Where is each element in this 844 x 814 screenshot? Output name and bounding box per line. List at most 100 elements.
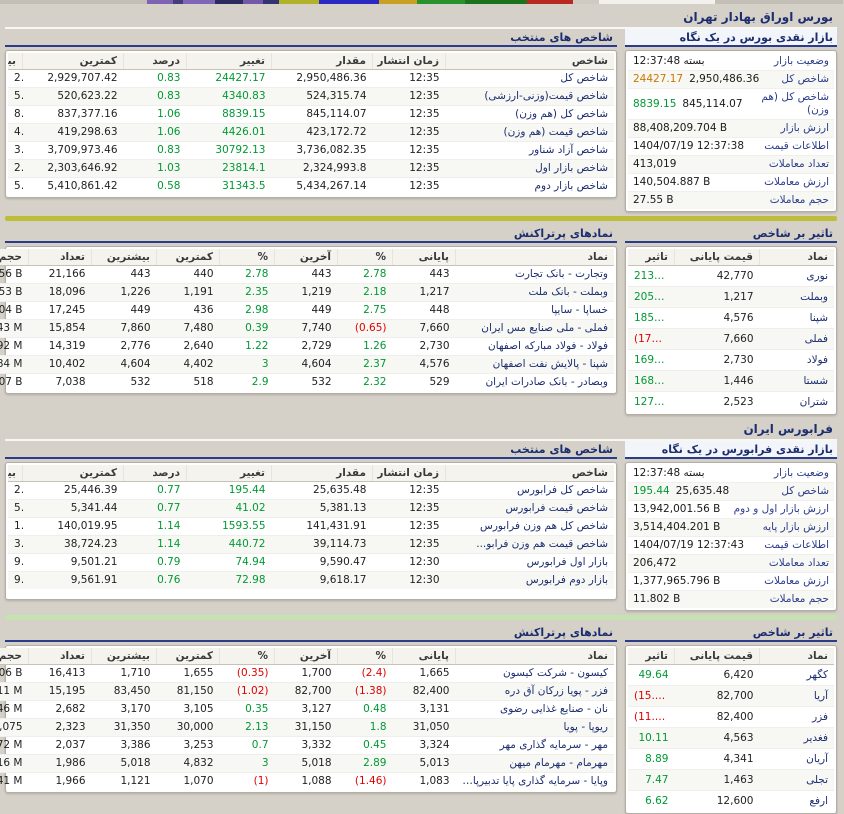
- column-header-4[interactable]: %: [220, 648, 276, 665]
- symbol-cell[interactable]: آریا: [760, 685, 835, 707]
- column-header-6[interactable]: بیشترین: [92, 249, 158, 266]
- column-header-7[interactable]: تعداد: [29, 249, 93, 266]
- overview-row: وضعیت بازار بسته 12:37:48: [629, 53, 835, 71]
- symbol-cell[interactable]: نان - صنایع غذایی رضوی: [456, 700, 615, 719]
- symbol-cell[interactable]: شپنا: [760, 307, 835, 329]
- symbol-cell[interactable]: فولاد: [760, 349, 835, 371]
- column-header-3[interactable]: تغییر: [187, 53, 273, 70]
- column-header-4[interactable]: درصد: [124, 53, 188, 70]
- symbol-cell[interactable]: وبصادر - بانک صادرات ایران: [486, 376, 609, 388]
- column-header-1[interactable]: زمان انتشار: [373, 53, 447, 70]
- symbol-cell[interactable]: فملی: [760, 328, 835, 350]
- column-header-8[interactable]: حجم: [0, 648, 30, 665]
- column-header-6[interactable]: بیشترین: [9, 465, 24, 482]
- column-header-1[interactable]: قیمت پایانی: [675, 249, 761, 266]
- symbol-cell[interactable]: آریان: [760, 748, 835, 770]
- overview-title[interactable]: بازار نقدی بورس در یک نگاه: [626, 29, 838, 47]
- column-header-1[interactable]: پایانی: [393, 249, 457, 266]
- symbol-cell[interactable]: شاخص آزاد شناور: [446, 141, 615, 160]
- column-header-2[interactable]: %: [338, 648, 394, 665]
- symbol-cell[interactable]: شستا: [760, 370, 835, 392]
- symbol-cell[interactable]: کگهر: [760, 664, 835, 686]
- symbol-cell[interactable]: شاخص کل فرابورس: [446, 481, 615, 500]
- column-header-5[interactable]: کمترین: [157, 648, 221, 665]
- page-root: بورس اوراق بهادار تهران بازار نقدی بورس د…: [0, 6, 844, 814]
- symbol-cell[interactable]: کیسون - شرکت کیسون: [456, 664, 615, 683]
- change-cell: (1.38): [338, 682, 394, 701]
- column-header-1[interactable]: زمان انتشار: [373, 465, 447, 482]
- column-header-6[interactable]: بیشترین: [92, 648, 158, 665]
- symbol-cell[interactable]: شاخص بازار دوم: [535, 180, 609, 192]
- symbol-cell[interactable]: فغدیر: [760, 727, 835, 749]
- column-header-1[interactable]: پایانی: [393, 648, 457, 665]
- column-header-3[interactable]: تغییر: [187, 465, 273, 482]
- symbol-cell[interactable]: تجلی: [760, 769, 835, 791]
- column-header-8[interactable]: حجم: [0, 249, 30, 266]
- column-header-2[interactable]: تاثیر: [629, 249, 676, 266]
- indices-title[interactable]: شاخص های منتخب: [6, 29, 618, 47]
- value-cell: 423,172.82: [9, 123, 24, 142]
- symbol-cell[interactable]: بازار اول فرابورس: [446, 553, 615, 572]
- column-header-7[interactable]: تعداد: [29, 648, 93, 665]
- column-header-0[interactable]: شاخص: [446, 465, 615, 482]
- value-cell: 1,070: [184, 775, 215, 787]
- section-title[interactable]: بورس اوراق بهادار تهران: [6, 6, 838, 29]
- column-header-0[interactable]: نماد: [456, 249, 615, 266]
- overview-title[interactable]: بازار نقدی فرابورس در یک نگاه: [626, 441, 838, 459]
- column-header-5[interactable]: کمترین: [157, 249, 221, 266]
- column-header-3[interactable]: آخرین: [275, 249, 339, 266]
- trades-table-head: نمادپایانی%آخرین%کمترینبیشترینتعدادحجمار…: [0, 648, 615, 665]
- symbol-cell[interactable]: شاخص کل: [446, 69, 615, 88]
- column-header-2[interactable]: مقدار: [272, 53, 374, 70]
- symbol-cell[interactable]: نوری: [760, 265, 835, 287]
- column-header-2[interactable]: مقدار: [272, 465, 374, 482]
- symbol-cell[interactable]: وبملت: [760, 286, 835, 308]
- column-header-0[interactable]: نماد: [760, 249, 835, 266]
- symbol-cell[interactable]: شاخص قیمت هم وزن فرابو...: [446, 535, 615, 554]
- symbol-cell[interactable]: وپایا - سرمایه گذاری پایا تدبیرپارسا: [456, 775, 609, 787]
- column-header-2[interactable]: تاثیر: [629, 648, 676, 665]
- column-header-5[interactable]: کمترین: [23, 53, 125, 70]
- column-header-0[interactable]: نماد: [456, 648, 615, 665]
- symbol-cell[interactable]: خساپا - سایپا: [456, 301, 615, 320]
- symbol-cell[interactable]: فولاد - فولاد مبارکه اصفهان: [456, 337, 615, 356]
- impact-title[interactable]: تاثیر بر شاخص: [626, 624, 838, 642]
- symbol-cell[interactable]: شاخص بازار اول: [446, 159, 615, 178]
- column-header-1[interactable]: قیمت پایانی: [675, 648, 761, 665]
- change-cell: 0.83: [124, 69, 188, 88]
- symbol-cell[interactable]: وبملت - بانک ملت: [456, 283, 615, 302]
- symbol-cell[interactable]: فزر: [760, 706, 835, 728]
- impact-title[interactable]: تاثیر بر شاخص: [626, 225, 838, 243]
- symbol-cell[interactable]: ارفع: [810, 794, 829, 807]
- symbol-cell[interactable]: وتجارت - بانک تجارت: [456, 265, 615, 284]
- trades-title[interactable]: نمادهای پرتراکنش: [6, 624, 618, 642]
- value-cell: 5,381.13: [272, 499, 374, 518]
- symbol-cell[interactable]: ریوپا - پویا: [456, 718, 615, 737]
- indices-title[interactable]: شاخص های منتخب: [6, 441, 618, 459]
- column-header-2[interactable]: %: [338, 249, 394, 266]
- symbol-cell[interactable]: مهرمام - مهرمام میهن: [456, 754, 615, 773]
- trades-table: نمادپایانی%آخرین%کمترینبیشترینتعدادحجمار…: [0, 648, 615, 790]
- symbol-cell[interactable]: شاخص قیمت فرابورس: [446, 499, 615, 518]
- symbol-cell[interactable]: شاخص کل (هم وزن): [446, 105, 615, 124]
- column-header-6[interactable]: بیشترین: [9, 53, 24, 70]
- column-header-3[interactable]: آخرین: [275, 648, 339, 665]
- value-cell: 2,730: [675, 349, 761, 371]
- symbol-cell[interactable]: مهر - سرمایه گذاری مهر: [456, 736, 615, 755]
- symbol-cell[interactable]: شاخص قیمت(وزنی-ارزشی): [446, 87, 615, 106]
- symbol-cell[interactable]: شاخص قیمت (هم وزن): [446, 123, 615, 142]
- symbol-cell[interactable]: فزر - پویا زرکان آق دره: [456, 682, 615, 701]
- symbol-cell[interactable]: بازار دوم فرابورس: [446, 571, 615, 589]
- symbol-cell[interactable]: فملی - ملی صنایع مس ایران: [456, 319, 615, 338]
- column-header-4[interactable]: %: [220, 249, 276, 266]
- section-title[interactable]: فرابورس ایران: [6, 418, 838, 441]
- trades-title[interactable]: نمادهای پرتراکنش: [6, 225, 618, 243]
- column-header-5[interactable]: کمترین: [23, 465, 125, 482]
- symbol-cell[interactable]: شاخص کل هم وزن فرابورس: [446, 517, 615, 536]
- column-header-0[interactable]: شاخص: [446, 53, 615, 70]
- column-header-4[interactable]: درصد: [124, 465, 188, 482]
- symbol-cell[interactable]: شتران: [800, 395, 829, 408]
- column-header-0[interactable]: نماد: [760, 648, 835, 665]
- symbol-cell[interactable]: شپنا - پالایش نفت اصفهان: [456, 355, 615, 374]
